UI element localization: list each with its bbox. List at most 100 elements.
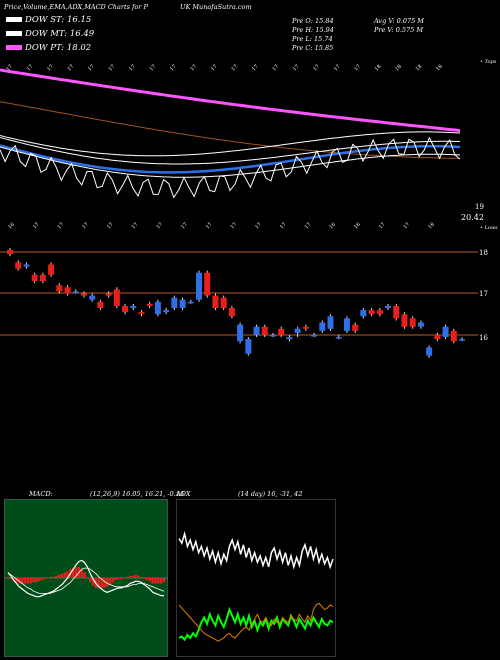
macd-hist-bar <box>157 578 160 584</box>
macd-hist-bar <box>40 578 44 581</box>
candle-body <box>245 339 252 354</box>
macd-hist-bar <box>60 573 64 578</box>
top-date-label: 18 <box>374 64 383 73</box>
macd-hist-bar <box>162 578 166 583</box>
candle-body <box>434 335 441 340</box>
candle-body <box>286 337 293 340</box>
candle-body <box>409 318 416 327</box>
candle-body <box>327 316 334 329</box>
candle-body <box>253 326 260 335</box>
candle-body <box>56 285 63 292</box>
macd-hist-bar <box>32 578 35 583</box>
candle-body <box>146 303 153 306</box>
bottom-date-label: 17 <box>378 222 387 231</box>
candle-body <box>220 297 227 309</box>
candle-body <box>368 310 375 315</box>
macd-hist-bar <box>131 575 134 578</box>
top-date-label: 17 <box>26 64 35 73</box>
macd-hist-bar <box>74 567 78 578</box>
candle-body <box>426 347 433 356</box>
candle-body <box>352 324 359 331</box>
macd-hist-bar <box>29 578 32 584</box>
candle-body <box>105 293 112 296</box>
bottom-date-label: 16 <box>353 222 362 231</box>
top-date-label: 17 <box>230 64 239 73</box>
macd-hist-bar <box>134 574 137 578</box>
bottom-date-label: 17 <box>32 222 41 231</box>
candle-body <box>154 301 161 315</box>
candle-body <box>319 322 326 331</box>
macd-params: (12,26,9) 16.05, 16.21, -0.16 <box>90 490 185 498</box>
y-tick-17: 17 <box>479 290 488 298</box>
macd-hist-bar <box>140 576 143 578</box>
top-date-label: 17 <box>353 64 362 73</box>
bottom-date-labels: 16 17 17 17 17 17 17 17 17 17 17 17 17 16 16 17 17 18 <box>7 222 436 231</box>
candle-body <box>179 299 186 309</box>
candle-body <box>228 308 235 317</box>
candle-body <box>80 293 87 296</box>
bottom-date-label: 16 <box>328 222 337 231</box>
macd-hist-bar <box>15 578 18 583</box>
macd-hist-bar <box>100 578 103 588</box>
site-name: UK MunafaSutra.com <box>180 3 252 11</box>
macd-hist-bar <box>151 578 154 584</box>
macd-hist-bar <box>20 578 24 584</box>
macd-hist-bar <box>159 578 163 584</box>
candle-body <box>48 264 55 275</box>
tops-tag: • Tops <box>480 59 497 65</box>
blue-ema-line <box>0 144 461 174</box>
macd-hist-bar <box>83 572 86 578</box>
legend-swatch-st <box>6 17 22 22</box>
stat-low: Pre L: 15.74 <box>292 35 333 43</box>
bottom-date-label: 17 <box>81 222 90 231</box>
candle-body <box>212 295 219 309</box>
candle-body <box>113 289 120 306</box>
dow-pt-line <box>0 68 461 133</box>
macd-hist-bar <box>6 576 10 578</box>
adx-line <box>178 530 334 570</box>
legend-dow-mt: DOW MT: 16.49 <box>6 29 94 39</box>
chart-title: Price,Volume,EMA,ADX,MACD Charts for P <box>4 3 148 11</box>
top-date-labels: 17 17 17 17 17 17 17 17 17 17 17 17 17 17 17 17 17 17 18 18… <box>5 64 444 73</box>
adx-background <box>176 499 336 657</box>
ema-panel: • Tops • Lows 20.42 19 17 17 17 17 17 17 17 17 1… <box>0 59 498 231</box>
top-date-label: 17 <box>169 64 178 73</box>
top-date-label: 17 <box>312 64 321 73</box>
bottom-date-label: 17 <box>402 222 411 231</box>
candle-body <box>171 297 178 309</box>
candle-body <box>417 322 424 327</box>
candle-body <box>122 305 129 313</box>
candle-body <box>343 318 350 331</box>
macd-hist-bar <box>111 578 115 583</box>
macd-hist-bar <box>125 576 129 578</box>
macd-hist-bar <box>142 578 146 580</box>
macd-lines <box>7 559 165 598</box>
ema-axis-label: 19 <box>475 203 484 211</box>
macd-hist-bar <box>23 578 27 584</box>
top-date-label: 17 <box>271 64 280 73</box>
bottom-date-label: 17 <box>254 222 263 231</box>
candle-body <box>450 330 457 342</box>
candlestick-panel: 18 17 16 <box>0 247 488 358</box>
macd-hist-bar <box>80 569 83 578</box>
bottom-date-label: 17 <box>106 222 115 231</box>
legend-dow-st: DOW ST: 16.15 <box>6 15 91 25</box>
candle-body <box>335 337 342 339</box>
price-line <box>0 136 461 199</box>
top-date-label: 18 <box>394 64 403 73</box>
ema-lines <box>0 68 461 199</box>
candle-body <box>97 301 104 309</box>
macd-hist-bar <box>18 578 21 584</box>
y-tick-18: 18 <box>479 249 488 257</box>
bottom-date-label: 18 <box>427 222 436 231</box>
adx-panel <box>176 499 336 657</box>
macd-hist-bar <box>43 578 47 580</box>
candle-body <box>163 310 170 313</box>
stat-close: Pre C: 15.85 <box>292 44 334 52</box>
macd-panel <box>4 499 168 657</box>
macd-hist-bar <box>145 578 149 581</box>
macd-hist-bar <box>97 578 100 588</box>
bottom-date-label: 17 <box>279 222 288 231</box>
top-date-label: 17 <box>251 64 260 73</box>
candle-body <box>23 264 30 267</box>
